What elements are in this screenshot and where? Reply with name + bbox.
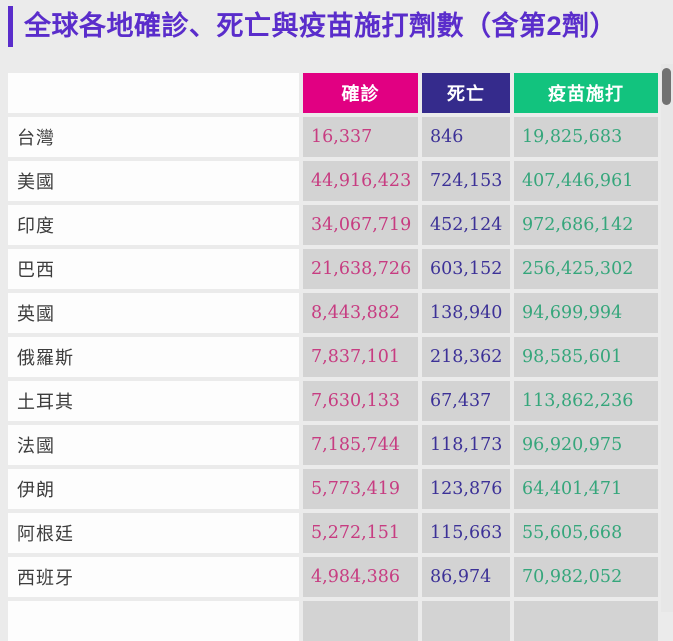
header-empty-cell bbox=[8, 73, 299, 113]
covid-stats-table: 確診 死亡 疫苗施打 台灣 16,337 846 19,825,683 美國 4… bbox=[8, 73, 658, 641]
country-cell: 巴西 bbox=[8, 249, 299, 289]
vaccinated-cell: 113,862,236 bbox=[514, 381, 658, 421]
header-deaths: 死亡 bbox=[422, 73, 510, 113]
deaths-cell: 218,362 bbox=[422, 337, 510, 377]
deaths-cell: 846 bbox=[422, 117, 510, 157]
partial-row-confirmed-cell bbox=[303, 601, 418, 641]
confirmed-cell: 7,185,744 bbox=[303, 425, 418, 465]
vaccinated-cell: 256,425,302 bbox=[514, 249, 658, 289]
vaccinated-cell: 96,920,975 bbox=[514, 425, 658, 465]
confirmed-cell: 4,984,386 bbox=[303, 557, 418, 597]
vaccinated-cell: 19,825,683 bbox=[514, 117, 658, 157]
confirmed-cell: 5,272,151 bbox=[303, 513, 418, 553]
deaths-cell: 603,152 bbox=[422, 249, 510, 289]
confirmed-cell: 5,773,419 bbox=[303, 469, 418, 509]
country-cell: 英國 bbox=[8, 293, 299, 333]
confirmed-cell: 44,916,423 bbox=[303, 161, 418, 201]
deaths-cell: 67,437 bbox=[422, 381, 510, 421]
vaccinated-cell: 55,605,668 bbox=[514, 513, 658, 553]
partial-row-country-cell bbox=[8, 601, 299, 641]
vaccinated-cell: 94,699,994 bbox=[514, 293, 658, 333]
country-cell: 美國 bbox=[8, 161, 299, 201]
confirmed-cell: 8,443,882 bbox=[303, 293, 418, 333]
title-block: 全球各地確診、死亡與疫苗施打劑數（含第2劑） bbox=[0, 0, 673, 60]
vaccinated-cell: 972,686,142 bbox=[514, 205, 658, 245]
vaccinated-cell: 407,446,961 bbox=[514, 161, 658, 201]
partial-row-vaccinated-cell bbox=[514, 601, 658, 641]
confirmed-cell: 7,837,101 bbox=[303, 337, 418, 377]
scrollbar-track[interactable] bbox=[661, 64, 673, 612]
country-cell: 伊朗 bbox=[8, 469, 299, 509]
confirmed-cell: 34,067,719 bbox=[303, 205, 418, 245]
country-cell: 俄羅斯 bbox=[8, 337, 299, 377]
header-vaccinated: 疫苗施打 bbox=[514, 73, 658, 113]
country-cell: 印度 bbox=[8, 205, 299, 245]
country-cell: 西班牙 bbox=[8, 557, 299, 597]
partial-row-deaths-cell bbox=[422, 601, 510, 641]
scrollbar-thumb[interactable] bbox=[662, 68, 671, 105]
deaths-cell: 115,663 bbox=[422, 513, 510, 553]
deaths-cell: 452,124 bbox=[422, 205, 510, 245]
header-confirmed: 確診 bbox=[303, 73, 418, 113]
title-accent-bar bbox=[8, 6, 13, 47]
confirmed-cell: 21,638,726 bbox=[303, 249, 418, 289]
deaths-cell: 86,974 bbox=[422, 557, 510, 597]
deaths-cell: 118,173 bbox=[422, 425, 510, 465]
confirmed-cell: 7,630,133 bbox=[303, 381, 418, 421]
vaccinated-cell: 98,585,601 bbox=[514, 337, 658, 377]
page-title: 全球各地確診、死亡與疫苗施打劑數（含第2劑） bbox=[24, 11, 618, 41]
country-cell: 台灣 bbox=[8, 117, 299, 157]
country-cell: 土耳其 bbox=[8, 381, 299, 421]
country-cell: 阿根廷 bbox=[8, 513, 299, 553]
deaths-cell: 138,940 bbox=[422, 293, 510, 333]
vaccinated-cell: 64,401,471 bbox=[514, 469, 658, 509]
deaths-cell: 724,153 bbox=[422, 161, 510, 201]
country-cell: 法國 bbox=[8, 425, 299, 465]
confirmed-cell: 16,337 bbox=[303, 117, 418, 157]
vaccinated-cell: 70,982,052 bbox=[514, 557, 658, 597]
deaths-cell: 123,876 bbox=[422, 469, 510, 509]
